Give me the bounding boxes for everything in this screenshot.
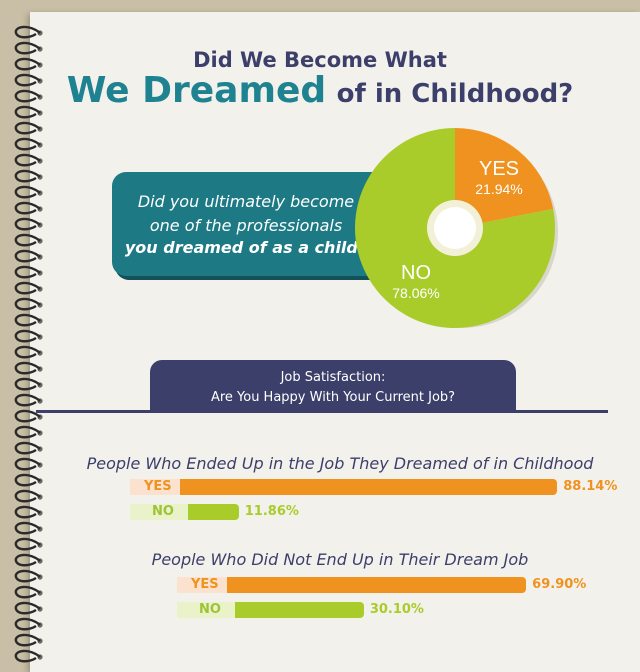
binding-ring (14, 89, 41, 103)
notebook-page (30, 12, 640, 672)
binding-ring (14, 617, 41, 631)
title-line1: Did We Become What (193, 48, 447, 72)
binding-ring (14, 585, 41, 599)
spiral-binding (14, 25, 43, 663)
title-rest: of in Childhood? (336, 79, 574, 109)
binding-ring (14, 249, 41, 263)
section2-title: People Who Did Not End Up in Their Dream… (151, 550, 529, 569)
bar-category-no: NO (130, 504, 196, 520)
binding-ring (14, 217, 41, 231)
binding-ring (14, 137, 41, 151)
binding-ring (14, 57, 41, 71)
bar-category-yes: YES (177, 577, 235, 593)
binding-ring (14, 409, 41, 423)
binding-ring (14, 153, 41, 167)
bar-category-no: NO (177, 602, 243, 618)
banner-line1: Job Satisfaction: (280, 370, 386, 385)
binding-ring (14, 265, 41, 279)
pie-label-no-pct: 78.06% (392, 285, 440, 301)
binding-ring (14, 393, 41, 407)
binding-ring (14, 377, 41, 391)
binding-ring (14, 105, 41, 119)
binding-ring (14, 425, 41, 439)
binding-ring (14, 457, 41, 471)
bar-value-no: 30.10% (369, 602, 424, 617)
binding-ring (14, 521, 41, 535)
binding-ring (14, 329, 41, 343)
pie-label-no: NO 78.06% (376, 262, 456, 301)
bar-yes (180, 479, 558, 495)
binding-ring (14, 25, 41, 39)
binding-ring (14, 73, 41, 87)
bar-yes (227, 577, 527, 593)
question-line2: one of the professionals (149, 216, 343, 235)
job-satisfaction-banner: Job Satisfaction: Are You Happy With You… (150, 360, 516, 412)
binding-ring (14, 361, 41, 375)
binding-ring (14, 633, 41, 647)
binding-ring (14, 281, 41, 295)
binding-ring (14, 569, 41, 583)
title-line2: We Dreamed of in Childhood? (0, 70, 640, 111)
pie-label-yes-pct: 21.94% (475, 181, 523, 197)
bar-category-yes: YES (130, 479, 188, 495)
binding-ring (14, 41, 41, 55)
bar-no (188, 504, 239, 520)
section1-title: People Who Ended Up in the Job They Drea… (86, 454, 594, 473)
binding-ring (14, 505, 41, 519)
binding-ring (14, 185, 41, 199)
bar-value-yes: 88.14% (563, 479, 618, 494)
bar-value-no: 11.86% (244, 504, 299, 519)
binding-ring (14, 313, 41, 327)
binding-ring (14, 553, 41, 567)
pie-label-yes-word: YES (478, 158, 520, 180)
binding-ring (14, 537, 41, 551)
question-line1: Did you ultimately become (137, 192, 355, 211)
binding-ring (14, 473, 41, 487)
binding-ring (14, 441, 41, 455)
pie-label-no-word: NO (401, 262, 431, 284)
pie-label-yes: YES 21.94% (468, 158, 530, 197)
question-line3: you dreamed of as a child? (124, 238, 368, 257)
title-highlight: We Dreamed (66, 70, 327, 111)
binding-ring (14, 489, 41, 503)
binding-ring (14, 345, 41, 359)
binding-ring (14, 297, 41, 311)
bar-value-yes: 69.90% (532, 577, 587, 592)
binding-ring (14, 121, 41, 135)
binding-ring (14, 201, 41, 215)
binding-ring (14, 169, 41, 183)
binding-ring (14, 233, 41, 247)
binding-ring (14, 601, 41, 615)
bar-no (235, 602, 364, 618)
binding-ring (14, 649, 41, 663)
banner-line2: Are You Happy With Your Current Job? (210, 390, 456, 405)
question-box: Did you ultimately become one of the pro… (112, 172, 380, 276)
